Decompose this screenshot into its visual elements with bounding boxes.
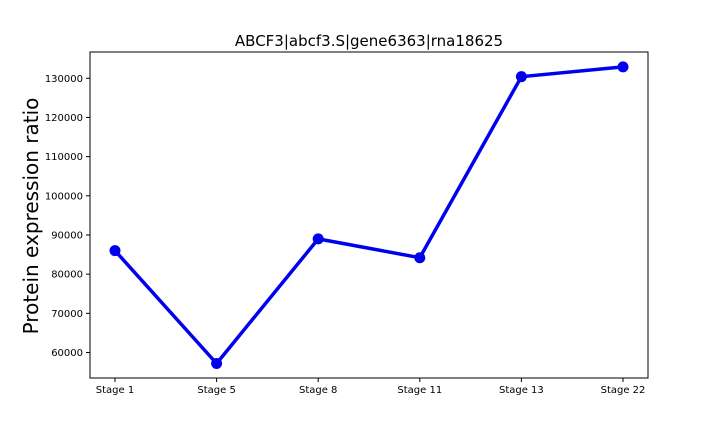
y-tick-label: 130000 <box>45 74 83 85</box>
y-tick-label: 70000 <box>51 309 83 320</box>
series-line <box>113 65 625 366</box>
y-tick-label: 60000 <box>51 348 83 359</box>
x-tick-label: Stage 5 <box>197 385 235 396</box>
y-tick-label: 90000 <box>51 230 83 241</box>
axes-frame <box>89 51 649 379</box>
x-tick-label: Stage 8 <box>299 385 337 396</box>
y-tick-label: 80000 <box>51 270 83 281</box>
plot-area: 60000 70000 80000 90000 100000 110000 120000 13… <box>45 51 649 396</box>
data-point <box>312 233 324 245</box>
y-tick-label: 110000 <box>45 152 83 163</box>
data-point <box>414 252 426 264</box>
x-tick-label: Stage 11 <box>397 385 442 396</box>
y-tick-label: 120000 <box>45 113 83 124</box>
data-point <box>109 245 121 257</box>
x-tick-label: Stage 1 <box>96 385 134 396</box>
data-point <box>617 61 629 73</box>
data-point <box>211 358 223 370</box>
data-point <box>515 71 527 83</box>
chart-title: ABCF3|abcf3.S|gene6363|rna18625 <box>235 32 503 50</box>
y-tick-label: 100000 <box>45 191 83 202</box>
x-tick-label: Stage 22 <box>601 385 646 396</box>
y-axis-label: Protein expression ratio <box>19 98 43 335</box>
x-tick-label: Stage 13 <box>499 385 544 396</box>
